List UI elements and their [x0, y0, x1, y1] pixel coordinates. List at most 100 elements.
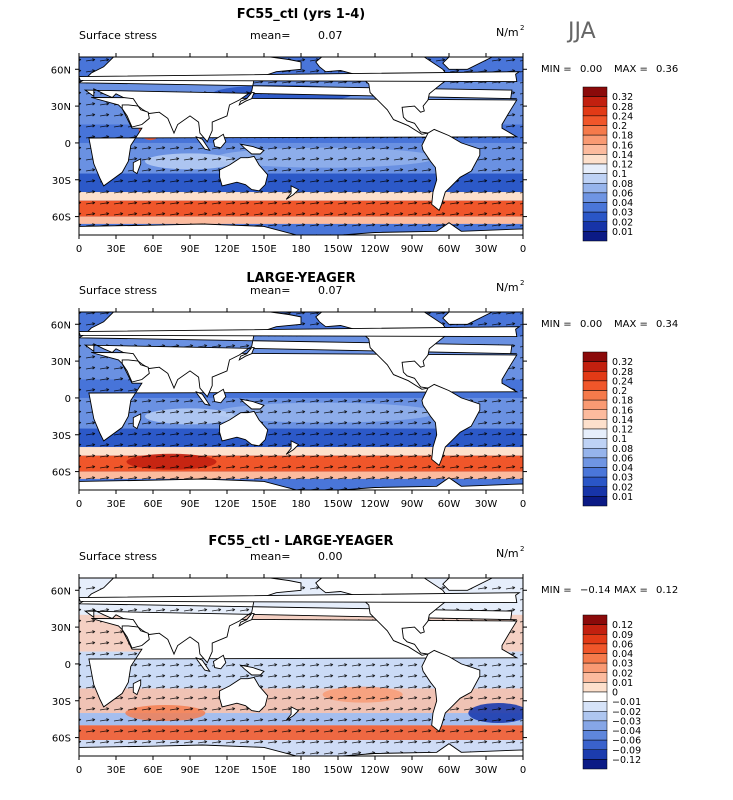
- land-madagascar: [132, 158, 142, 175]
- units-label: N/m: [496, 547, 519, 560]
- colorbar-label: 0.14: [612, 150, 633, 161]
- y-tick-label: 60N: [51, 586, 71, 597]
- colorbar-label: −0.01: [612, 697, 641, 708]
- colorbar-label: 0.08: [612, 179, 633, 190]
- x-tick-label: 180: [291, 244, 310, 255]
- colorbar-label: −0.04: [612, 726, 641, 737]
- land-uk: [79, 592, 521, 604]
- land-australia: [219, 676, 269, 713]
- land-japan: [238, 613, 255, 627]
- colorbar-swatch: [582, 380, 608, 391]
- colorbar-label: 0.04: [612, 198, 633, 209]
- max-value: 0.36: [656, 64, 678, 75]
- colorbar-swatch: [582, 691, 608, 702]
- land-greenland: [442, 578, 495, 591]
- x-tick-label: 60E: [143, 244, 162, 255]
- land-sam: [421, 383, 481, 467]
- colorbar-swatch: [582, 106, 608, 117]
- colorbar-label: 0.1: [612, 169, 627, 180]
- map-plot: [79, 578, 523, 756]
- map-plot: [79, 312, 523, 490]
- colorbar: 0.120.090.060.040.030.020.010−0.01−0.02−…: [582, 614, 641, 770]
- colorbar-label: 0.08: [612, 444, 633, 455]
- colorbar-label: 0.18: [612, 131, 633, 142]
- colorbar-swatch: [582, 351, 608, 362]
- x-tick-label: 120W: [361, 499, 390, 510]
- panel-3: FC55_ctl - LARGE-YEAGER Surface stress mea…: [51, 534, 678, 776]
- colorbar-label: 0.28: [612, 367, 633, 378]
- colorbar-swatch: [582, 163, 608, 174]
- land-antarctica: [79, 222, 523, 235]
- min-value: −0.14: [580, 585, 611, 596]
- land-nz: [285, 706, 300, 721]
- x-tick-label: 90E: [180, 244, 199, 255]
- colorbar: 0.320.280.240.20.180.160.140.120.10.080.…: [582, 351, 633, 507]
- land-greenland-wrap: [0, 57, 51, 69]
- x-tick-label: 150E: [251, 499, 276, 510]
- x-tick-label: 60W: [438, 499, 461, 510]
- y-tick-label: 60N: [51, 65, 71, 76]
- min-label: MIN =: [541, 64, 572, 75]
- land-uk: [79, 326, 521, 338]
- x-tick-label: 120E: [214, 765, 239, 776]
- land-indonesia1: [195, 656, 211, 673]
- field-label: Surface stress: [79, 550, 157, 563]
- land-madagascar: [132, 413, 142, 430]
- colorbar-label: 0.04: [612, 463, 633, 474]
- x-tick-label: 0: [520, 765, 526, 776]
- x-tick-label: 180: [291, 765, 310, 776]
- colorbar-swatch: [582, 144, 608, 155]
- land-australia: [219, 155, 269, 192]
- colorbar-swatch: [582, 672, 608, 683]
- colorbar-swatch: [582, 624, 608, 635]
- x-tick-label: 150W: [324, 499, 353, 510]
- colorbar-swatch: [582, 634, 608, 645]
- x-tick-label: 90W: [401, 244, 424, 255]
- land-madagascar: [132, 679, 142, 696]
- colorbar-swatch: [582, 134, 608, 145]
- x-tick-label: 60W: [438, 244, 461, 255]
- x-tick-label: 0: [520, 499, 526, 510]
- colorbar-label: 0.12: [612, 160, 633, 171]
- x-tick-label: 0: [520, 244, 526, 255]
- colorbar-swatch: [582, 457, 608, 468]
- colorbar-swatch: [582, 173, 608, 184]
- max-value: 0.12: [656, 585, 678, 596]
- colorbar-swatch: [582, 390, 608, 401]
- x-tick-label: 150W: [324, 765, 353, 776]
- max-label: MAX =: [614, 585, 648, 596]
- colorbar-swatch: [582, 154, 608, 165]
- colorbar-label: 0.06: [612, 453, 633, 464]
- x-tick-label: 90W: [401, 499, 424, 510]
- panel-title: LARGE-YEAGER: [246, 271, 355, 286]
- land-japan: [238, 347, 255, 361]
- land-sam: [421, 649, 481, 733]
- x-tick-label: 30E: [106, 244, 125, 255]
- land-sam-wrap: [0, 129, 36, 210]
- mean-value: 0.07: [318, 284, 343, 297]
- colorbar-swatch: [582, 371, 608, 382]
- land-australia: [219, 410, 269, 447]
- colorbar-swatch: [582, 231, 608, 242]
- colorbar-swatch: [582, 96, 608, 107]
- colorbar-swatch: [582, 614, 608, 625]
- colorbar-swatch: [582, 438, 608, 449]
- mean-label: mean=: [250, 284, 290, 297]
- min-value: 0.00: [580, 319, 602, 330]
- land-uk: [79, 71, 521, 83]
- colorbar-swatch: [582, 682, 608, 693]
- max-value: 0.34: [656, 319, 678, 330]
- panel-1: FC55_ctl (yrs 1-4) Surface stress mean= 0.0…: [0, 7, 678, 255]
- colorbar-label: 0.32: [612, 357, 633, 368]
- x-tick-label: 90W: [401, 765, 424, 776]
- colorbar-label: 0.2: [612, 121, 627, 132]
- colorbar-swatch: [582, 125, 608, 136]
- x-tick-label: 0: [76, 499, 82, 510]
- panel-title: FC55_ctl (yrs 1-4): [237, 7, 365, 22]
- x-tick-label: 30W: [475, 765, 498, 776]
- x-tick-label: 150E: [251, 765, 276, 776]
- y-tick-label: 60S: [52, 213, 71, 224]
- land-antarctica: [79, 477, 523, 490]
- colorbar-label: −0.09: [612, 745, 641, 756]
- colorbar-swatch: [582, 192, 608, 203]
